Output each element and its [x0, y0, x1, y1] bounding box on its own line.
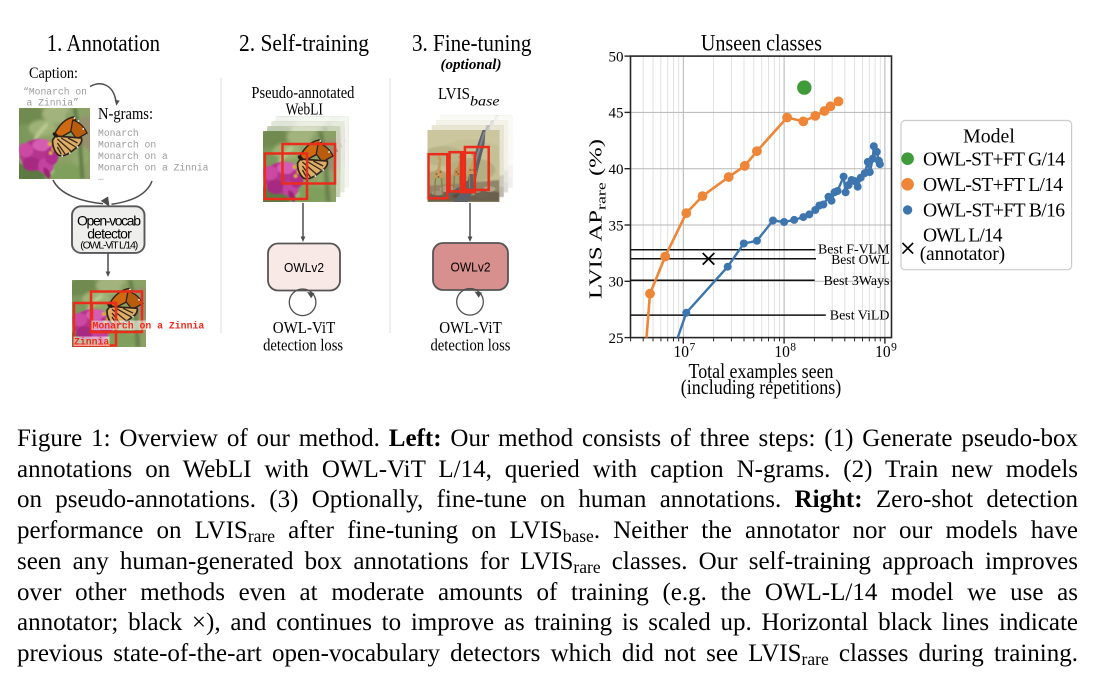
svg-text:Best ViLD: Best ViLD	[830, 309, 890, 324]
svg-text:10: 10	[774, 342, 790, 361]
svg-text:…: …	[98, 172, 104, 183]
svg-text:OWLv2: OWLv2	[284, 260, 324, 275]
svg-text:Best F-VLM: Best F-VLM	[818, 243, 890, 258]
svg-text:OWL L/14: OWL L/14	[923, 226, 1003, 247]
svg-text:Pseudo-annotated: Pseudo-annotated	[251, 83, 354, 102]
svg-text:8: 8	[790, 341, 796, 353]
svg-text:3. Fine-tuning: 3. Fine-tuning	[412, 31, 532, 57]
svg-text:detection loss: detection loss	[431, 336, 511, 355]
svg-text:Best OWL: Best OWL	[831, 253, 889, 268]
svg-text:35: 35	[609, 218, 624, 234]
svg-text:Zinnia: Zinnia	[74, 337, 109, 348]
svg-text:Best 3Ways: Best 3Ways	[824, 274, 890, 289]
svg-text:a Zinnia”: a Zinnia”	[27, 98, 79, 109]
svg-text:“Monarch on: “Monarch on	[23, 87, 87, 98]
svg-text:Unseen classes: Unseen classes	[701, 31, 822, 56]
svg-text:N-grams:: N-grams:	[98, 104, 153, 123]
svg-text:(OWL-ViT L/14): (OWL-ViT L/14)	[80, 239, 138, 251]
svg-text:(optional): (optional)	[441, 57, 502, 73]
svg-text:10: 10	[875, 342, 891, 361]
svg-text:45: 45	[609, 106, 624, 122]
svg-text:Monarch on: Monarch on	[98, 140, 156, 151]
svg-text:(including repetitions): (including repetitions)	[681, 375, 842, 399]
svg-text:LVIS: LVIS	[438, 84, 470, 103]
svg-text:Model: Model	[963, 126, 1015, 148]
svg-text:9: 9	[891, 341, 897, 353]
svg-text:Open-vocab: Open-vocab	[77, 212, 141, 228]
svg-text:LVIS APrare (%): LVIS APrare (%)	[586, 139, 609, 299]
svg-text:25: 25	[609, 331, 624, 347]
svg-text:detector: detector	[87, 226, 132, 242]
svg-text:OWL-ST+FT G/14: OWL-ST+FT G/14	[923, 150, 1065, 171]
svg-text:base: base	[470, 94, 500, 109]
svg-text:OWL-ViT: OWL-ViT	[273, 318, 336, 337]
svg-text:7: 7	[690, 341, 696, 353]
svg-text:Monarch on a Zinnia: Monarch on a Zinnia	[93, 321, 205, 332]
svg-text:Monarch: Monarch	[98, 128, 139, 139]
svg-text:(annotator): (annotator)	[920, 244, 1005, 265]
svg-text:30: 30	[609, 275, 624, 291]
svg-text:Total examples seen: Total examples seen	[689, 359, 834, 383]
svg-text:detection loss: detection loss	[263, 336, 343, 355]
svg-text:10: 10	[674, 342, 690, 361]
svg-text:OWL-ST+FT B/16: OWL-ST+FT B/16	[923, 200, 1065, 221]
svg-text:2. Self-training: 2. Self-training	[239, 31, 369, 57]
svg-text:OWL-ViT: OWL-ViT	[439, 318, 502, 337]
svg-text:OWL-ST+FT L/14: OWL-ST+FT L/14	[923, 175, 1063, 196]
svg-text:OWLv2: OWLv2	[451, 260, 491, 275]
svg-text:50: 50	[609, 49, 624, 65]
svg-text:Monarch on a Zinnia: Monarch on a Zinnia	[98, 163, 209, 174]
svg-text:Monarch on a: Monarch on a	[98, 151, 168, 162]
svg-text:40: 40	[609, 162, 624, 178]
svg-text:Caption:: Caption:	[29, 65, 78, 82]
svg-text:1. Annotation: 1. Annotation	[47, 31, 160, 57]
svg-text:WebLI: WebLI	[286, 99, 324, 118]
